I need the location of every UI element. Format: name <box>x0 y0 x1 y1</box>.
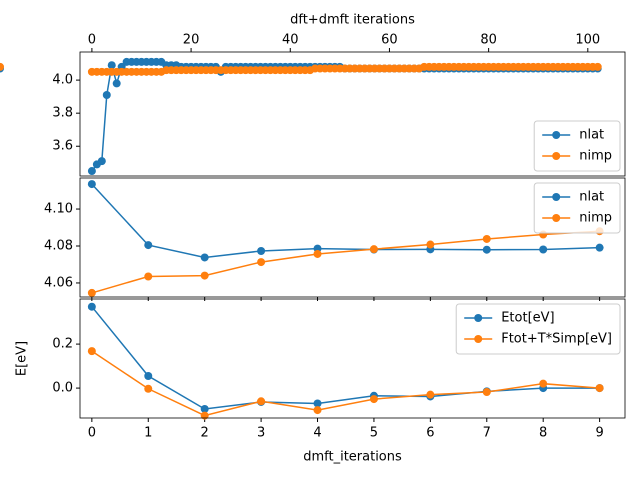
x-tick-label: 3 <box>257 426 265 441</box>
data-point <box>313 406 322 415</box>
data-point <box>0 62 4 71</box>
x-tick-label: 40 <box>282 33 299 48</box>
legend-label: Ftot+T*Simp[eV] <box>501 332 612 347</box>
data-point <box>97 157 106 166</box>
y-tick-label: 3.8 <box>52 106 73 121</box>
data-point <box>539 379 548 388</box>
data-point <box>200 411 209 420</box>
data-point <box>144 241 153 250</box>
data-point <box>200 253 209 262</box>
x-tick-label: 0 <box>88 426 96 441</box>
legend-label: nlat <box>579 128 604 143</box>
x-tick-label: 4 <box>313 426 321 441</box>
x-tick-label: 60 <box>381 33 398 48</box>
legend-marker <box>474 314 483 322</box>
x-tick-label: 6 <box>426 426 434 441</box>
x-tick-label: 100 <box>575 33 600 48</box>
series-line <box>91 61 598 172</box>
y-tick-label: 3.6 <box>52 139 73 154</box>
x-tick-label: 0 <box>88 33 96 48</box>
data-point <box>87 288 96 297</box>
legend: nlat nimp <box>533 120 621 172</box>
data-point <box>539 245 548 254</box>
legend-marker <box>552 152 561 160</box>
data-point <box>426 240 435 249</box>
data-point <box>595 384 604 393</box>
data-point <box>313 399 322 408</box>
series-line <box>91 230 600 294</box>
legend-label: nlat <box>579 190 604 205</box>
data-point <box>87 347 96 356</box>
y-axis-label: E[eV] <box>15 341 30 376</box>
data-point <box>87 167 96 176</box>
data-point <box>112 79 121 88</box>
x-tick-label: 2 <box>201 426 209 441</box>
legend-box <box>455 303 621 355</box>
data-point <box>426 390 435 399</box>
data-point <box>593 62 602 71</box>
legend-label: Etot[eV] <box>501 311 554 326</box>
data-point <box>257 246 266 255</box>
x-tick-label: 80 <box>480 33 497 48</box>
data-point <box>107 61 116 70</box>
x-tick-label: 5 <box>370 426 378 441</box>
y-tick-label: 0.0 <box>52 381 73 396</box>
plot-frame <box>79 298 626 419</box>
data-point <box>257 397 266 406</box>
legend-box <box>533 182 621 234</box>
data-point <box>87 302 96 311</box>
y-tick-label: 4.06 <box>44 275 73 290</box>
y-tick-label: 4.08 <box>44 239 73 254</box>
x-tick-label: 9 <box>595 426 603 441</box>
series-line <box>91 306 600 410</box>
plot-frame <box>79 51 626 177</box>
data-point <box>144 384 153 393</box>
data-point <box>595 243 604 252</box>
series-line <box>91 350 600 417</box>
y-tick-label: 0.2 <box>52 337 73 352</box>
series-line <box>91 183 600 259</box>
y-tick-label: 4.10 <box>44 202 73 217</box>
x-axis-label: dmft_iterations <box>303 450 402 465</box>
legend-marker <box>552 131 561 139</box>
data-point <box>482 388 491 397</box>
legend-label: nimp <box>579 211 612 226</box>
data-point <box>369 245 378 254</box>
x-tick-label: 8 <box>539 426 547 441</box>
data-point <box>313 249 322 258</box>
legend-marker <box>552 214 561 222</box>
data-point <box>257 258 266 267</box>
legend: Etot[eV] Ftot+T*Simp[eV] <box>455 303 621 355</box>
data-point <box>102 90 111 99</box>
legend-box <box>533 120 621 172</box>
x-tick-label: 1 <box>144 426 152 441</box>
legend: nlat nimp <box>533 182 621 234</box>
legend-label: nimp <box>579 149 612 164</box>
data-point <box>144 272 153 281</box>
plot-frame <box>79 177 626 298</box>
data-point <box>144 371 153 380</box>
data-point <box>482 245 491 254</box>
legend-marker <box>552 193 561 201</box>
data-point <box>200 404 209 413</box>
x-tick-label: 20 <box>183 33 200 48</box>
x-tick-label: 7 <box>483 426 491 441</box>
data-point <box>200 271 209 280</box>
y-tick-label: 4.0 <box>52 73 73 88</box>
legend-marker <box>474 335 483 343</box>
data-point <box>482 234 491 243</box>
data-point <box>87 180 96 189</box>
data-point <box>369 395 378 404</box>
x-axis-label: dft+dmft iterations <box>290 13 415 28</box>
